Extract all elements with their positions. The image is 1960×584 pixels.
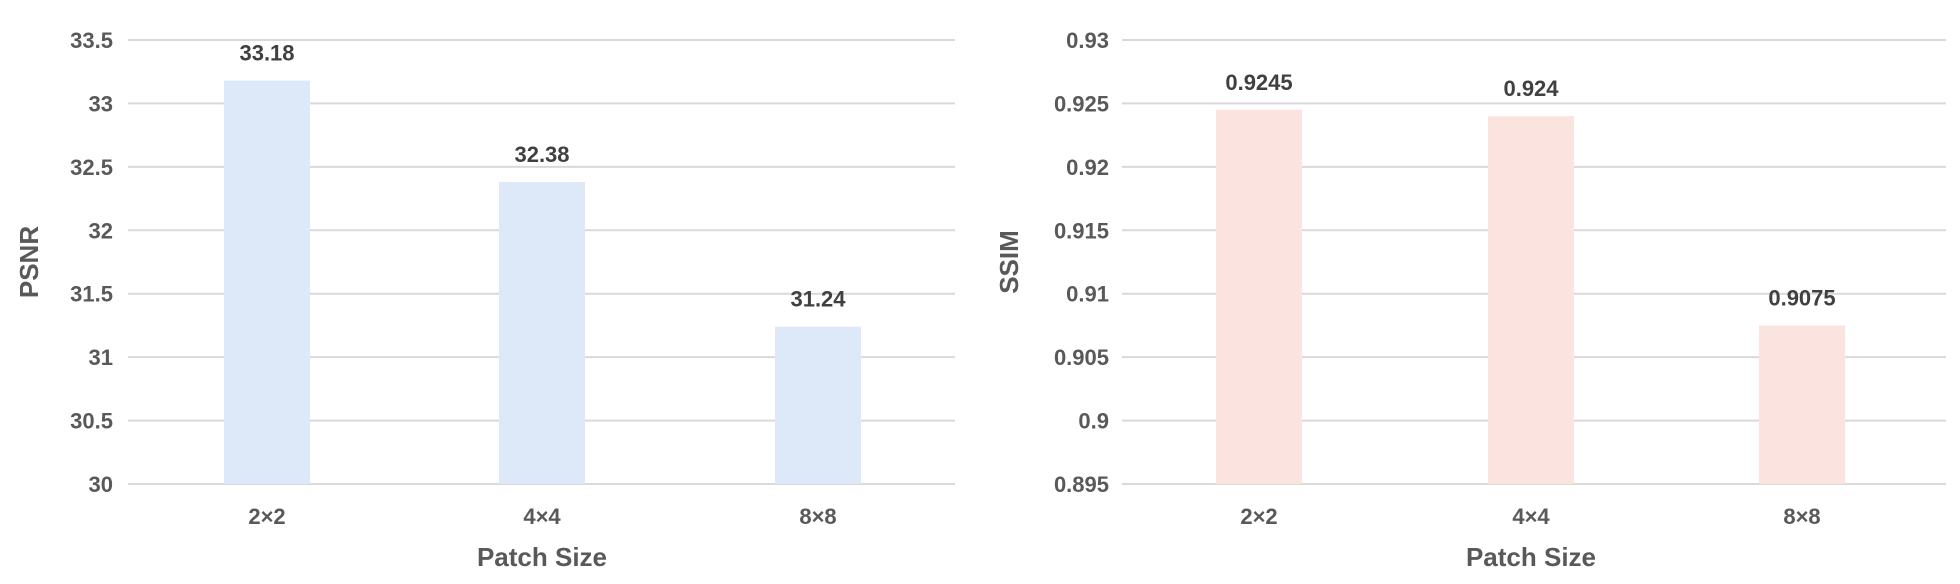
ssim-x-axis-title: Patch Size <box>1466 542 1596 572</box>
psnr-y-tick-label: 33 <box>89 91 113 116</box>
ssim-x-tick-label: 4×4 <box>1512 504 1550 529</box>
ssim-y-tick-label: 0.9 <box>1078 409 1109 434</box>
psnr-data-label: 33.18 <box>239 41 294 66</box>
ssim-bar <box>1759 325 1845 484</box>
ssim-x-tick-label: 2×2 <box>1240 504 1277 529</box>
psnr-y-tick-label: 31 <box>89 345 113 370</box>
psnr-data-label: 31.24 <box>790 287 846 312</box>
ssim-x-tick-label: 8×8 <box>1783 504 1820 529</box>
ssim-y-tick-label: 0.91 <box>1066 282 1109 307</box>
psnr-data-label: 32.38 <box>514 142 569 167</box>
ssim-bar <box>1216 109 1302 485</box>
psnr-y-tick-label: 32.5 <box>70 155 113 180</box>
psnr-y-tick-label: 33.5 <box>70 28 113 53</box>
ssim-y-tick-label: 0.92 <box>1066 155 1109 180</box>
ssim-data-label: 0.924 <box>1503 76 1559 101</box>
psnr-y-tick-label: 30 <box>89 472 113 497</box>
psnr-bar <box>499 182 585 484</box>
ssim-y-axis-title: SSIM <box>994 230 1024 294</box>
ssim-bar <box>1488 116 1574 484</box>
psnr-y-axis-title: PSNR <box>14 226 44 298</box>
ssim-y-tick-label: 0.925 <box>1054 91 1109 116</box>
psnr-y-tick-label: 32 <box>89 218 113 243</box>
ssim-y-tick-label: 0.895 <box>1054 472 1109 497</box>
psnr-y-tick-label: 31.5 <box>70 282 113 307</box>
ssim-data-label: 0.9075 <box>1768 285 1835 310</box>
psnr-bar <box>224 80 310 484</box>
psnr-bar <box>775 326 861 484</box>
psnr-chart: 30 30.5 31 31.5 32 32.5 33 33.5 33.18 2×2 32.38 4×4… <box>14 28 955 572</box>
ssim-data-label: 0.9245 <box>1225 70 1292 95</box>
psnr-x-tick-label: 2×2 <box>248 504 285 529</box>
psnr-x-tick-label: 8×8 <box>799 504 836 529</box>
psnr-x-axis-title: Patch Size <box>477 542 607 572</box>
psnr-y-tick-label: 30.5 <box>70 409 113 434</box>
ssim-y-tick-label: 0.93 <box>1066 28 1109 53</box>
ssim-y-tick-label: 0.905 <box>1054 345 1109 370</box>
ssim-y-tick-label: 0.915 <box>1054 218 1109 243</box>
psnr-x-tick-label: 4×4 <box>523 504 561 529</box>
ssim-chart: 0.895 0.9 0.905 0.91 0.915 0.92 0.925 0.93 0.924… <box>994 28 1946 572</box>
